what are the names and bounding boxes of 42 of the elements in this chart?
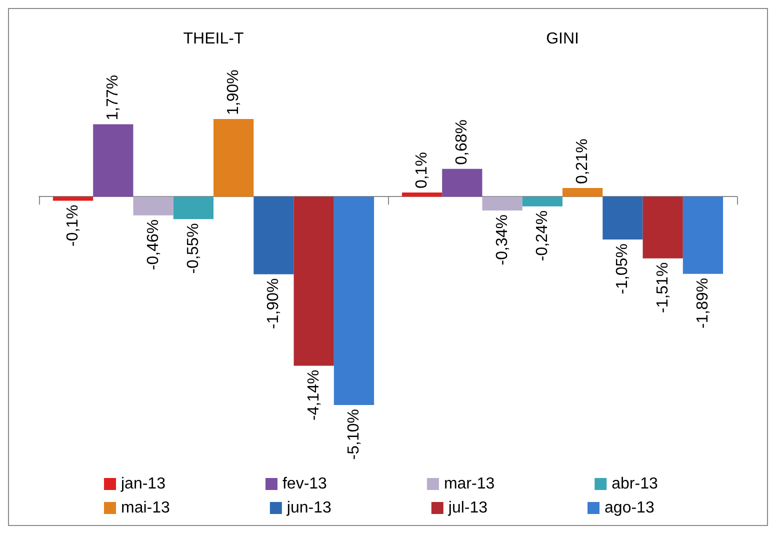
data-label: -1,89%: [694, 278, 712, 329]
bar: [254, 196, 294, 274]
bar: [642, 196, 683, 258]
bar: [482, 196, 522, 211]
bar: [442, 168, 482, 197]
data-label: -1,05%: [614, 244, 632, 294]
legend-label: ago-13: [604, 500, 654, 516]
data-label: -1,51%: [654, 262, 672, 314]
bar: [522, 196, 562, 206]
legend-label: fev-13: [282, 476, 328, 492]
x-tick-label: GINI: [546, 30, 579, 48]
data-label: -1,90%: [265, 278, 282, 329]
legend-label: jul-13: [447, 500, 488, 516]
data-label: -0,46%: [144, 219, 162, 270]
data-label: -0,55%: [184, 223, 202, 274]
bar: [402, 192, 442, 197]
legend-label: jan-13: [120, 476, 166, 492]
data-label: -4,14%: [305, 370, 322, 420]
data-label: 0,68%: [454, 119, 471, 165]
bar: [602, 196, 643, 240]
legend-label: abr-13: [612, 476, 658, 492]
legend-label: mar-13: [444, 476, 495, 492]
bar: [294, 196, 334, 366]
data-label: -0,1%: [64, 204, 82, 247]
x-tick-label: THEIL-T: [183, 30, 244, 48]
data-label: 1,90%: [225, 70, 242, 115]
bar: [682, 196, 724, 274]
bar: [214, 119, 254, 197]
data-label: -5,10%: [345, 409, 362, 460]
data-label: -0,34%: [494, 214, 511, 266]
bar: [133, 196, 174, 216]
data-label: 0,1%: [414, 152, 431, 189]
bar: [173, 196, 214, 220]
data-label: 0,21%: [574, 138, 592, 184]
data-label: -0,24%: [534, 210, 551, 262]
legend-label: mai-13: [121, 500, 170, 516]
bar: [562, 188, 603, 197]
bar: [93, 124, 134, 197]
legend-label: jun-13: [286, 500, 332, 516]
bar: [52, 196, 94, 201]
data-label: 1,77%: [104, 74, 122, 120]
bar: [334, 196, 374, 405]
